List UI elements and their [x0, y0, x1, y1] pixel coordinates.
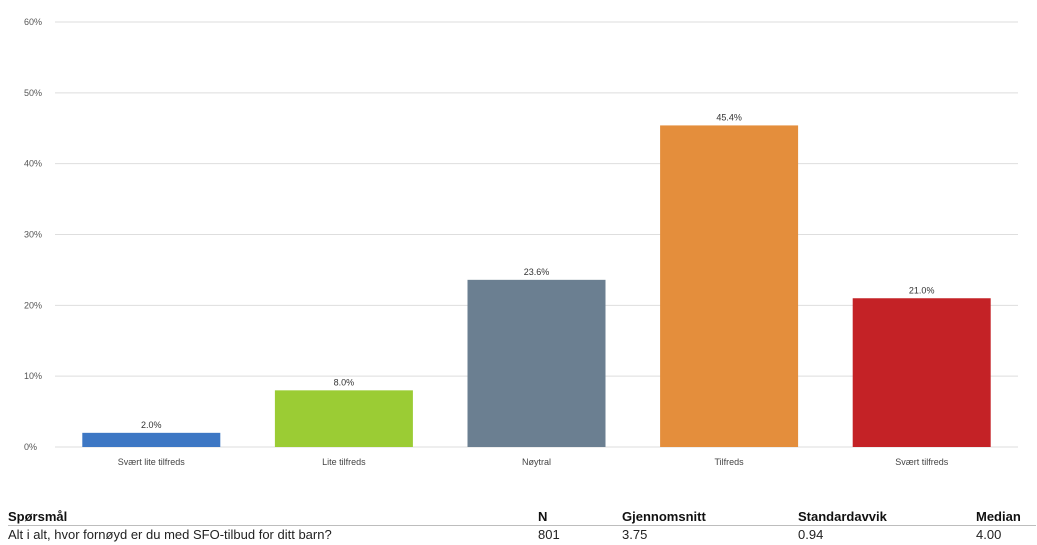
y-tick-label: 50%	[24, 88, 42, 98]
y-tick-label: 60%	[24, 17, 42, 27]
category-label: Svært lite tilfreds	[118, 457, 186, 467]
bar-chart: 0% 10% 20% 30% 40% 50% 60% 2.0% Svært lite tilfr…	[24, 17, 1018, 467]
bar	[274, 390, 413, 447]
data-label: 8.0%	[334, 377, 355, 387]
header-n: N	[538, 508, 622, 526]
category-label: Nøytral	[522, 457, 551, 467]
cell-question: Alt i alt, hvor fornøyd er du med SFO-ti…	[8, 527, 332, 542]
bar	[82, 432, 221, 447]
cell-std-dev: 0.94	[798, 527, 824, 542]
data-label: 45.4%	[716, 112, 742, 122]
category-label: Lite tilfreds	[322, 457, 366, 467]
y-tick-label: 40%	[24, 159, 42, 169]
bar	[852, 298, 991, 447]
cell-n: 801	[538, 527, 560, 542]
data-label: 2.0%	[141, 420, 162, 430]
data-label: 23.6%	[524, 267, 550, 277]
table-row: Alt i alt, hvor fornøyd er du med SFO-ti…	[8, 526, 1036, 544]
header-mean: Gjennomsnitt	[622, 508, 798, 526]
y-tick-label: 0%	[24, 442, 37, 452]
bar	[660, 125, 799, 448]
category-label: Tilfreds	[715, 457, 745, 467]
bar	[467, 279, 606, 447]
category-label: Svært tilfreds	[895, 457, 949, 467]
statistics-header-row: Spørsmål N Gjennomsnitt Standardavvik Me…	[8, 508, 1036, 526]
header-median: Median	[976, 508, 1036, 526]
header-question: Spørsmål	[8, 508, 538, 526]
y-tick-label: 10%	[24, 371, 42, 381]
data-label: 21.0%	[909, 285, 935, 295]
header-std-dev: Standardavvik	[798, 508, 976, 526]
y-tick-label: 20%	[24, 300, 42, 310]
cell-mean: 3.75	[622, 527, 648, 542]
y-tick-label: 30%	[24, 230, 42, 240]
cell-median: 4.00	[976, 527, 1002, 542]
statistics-table: Spørsmål N Gjennomsnitt Standardavvik Me…	[8, 508, 1036, 543]
